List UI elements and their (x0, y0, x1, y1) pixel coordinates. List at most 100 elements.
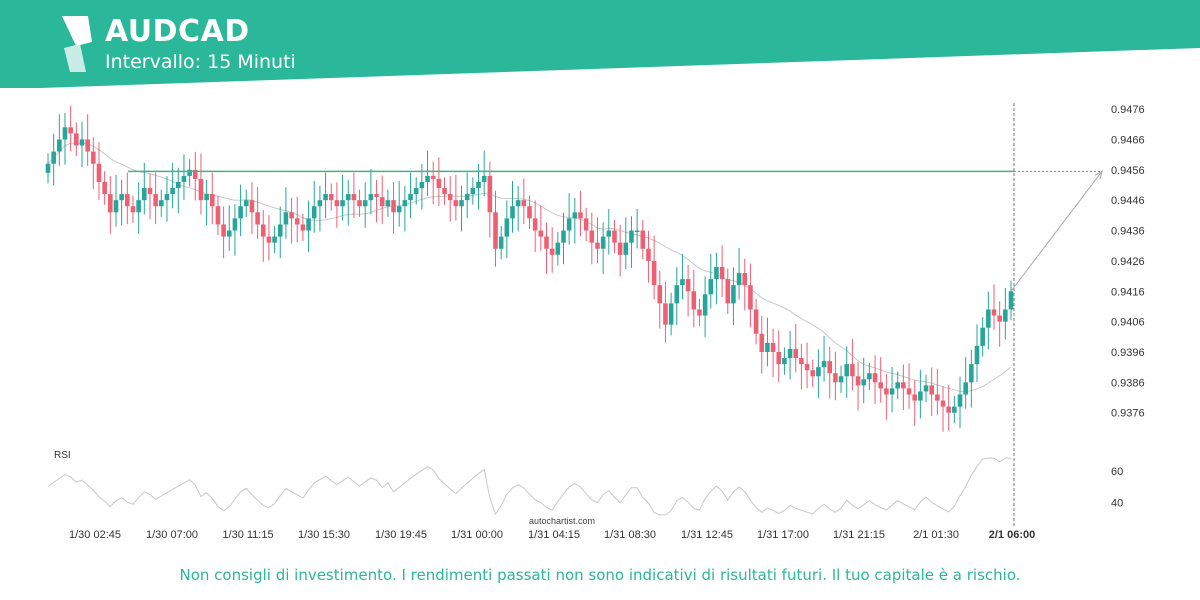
candle-body (952, 406, 957, 413)
candle-body (391, 200, 396, 213)
candle-body (158, 200, 164, 207)
candle-body (204, 194, 209, 201)
candle-body (861, 379, 867, 386)
candle-body (946, 406, 951, 413)
candle-body (209, 194, 215, 207)
candle-body (935, 394, 940, 401)
candle-body (906, 388, 912, 395)
candle-body (328, 194, 334, 201)
candle-body (804, 364, 810, 371)
rsi-label: RSI (54, 450, 71, 461)
candle-body (334, 200, 340, 207)
candle-body (459, 200, 464, 207)
candle-body (742, 273, 748, 286)
candle-body (827, 361, 833, 374)
candle-body (884, 388, 889, 395)
candle-body (889, 388, 895, 395)
x-tick-label: 1/31 17:00 (757, 529, 809, 541)
x-tick-label: 1/30 02:45 (69, 529, 121, 541)
autochartist-logo-icon (62, 16, 92, 72)
candle-body (725, 279, 731, 304)
candle-body (833, 373, 838, 383)
candle-body (215, 206, 221, 225)
candle-body (283, 212, 289, 225)
candle-body (442, 188, 447, 195)
candle-body (374, 194, 379, 198)
candle-body (493, 212, 498, 249)
candle-body (651, 260, 657, 286)
candle-body (606, 230, 612, 237)
moving-average-line (47, 142, 1012, 393)
candle-body (612, 230, 617, 243)
candle-body (130, 206, 136, 213)
candle-body (600, 236, 606, 249)
candle-body (91, 151, 96, 164)
candle-body (986, 309, 991, 328)
y-tick-label: 0.9436 (1111, 226, 1145, 238)
candle-body (515, 200, 521, 207)
candle-body (289, 212, 294, 219)
y-tick-label: 0.9476 (1111, 104, 1145, 116)
candle-body (198, 178, 204, 201)
candle-body (68, 127, 73, 134)
candle-body (464, 194, 470, 201)
candle-body (810, 370, 816, 377)
candle-body (929, 385, 934, 395)
candle-body (470, 188, 476, 195)
candle-body (317, 200, 323, 207)
candle-body (294, 218, 300, 225)
candle-body (957, 394, 963, 407)
candle-body (300, 224, 306, 231)
candle-body (396, 206, 402, 213)
candle-body (425, 175, 430, 182)
candle-body (714, 266, 719, 280)
candle-body (589, 230, 595, 243)
candle-body (595, 242, 600, 249)
candle-body (532, 218, 538, 231)
candle-body (119, 194, 124, 201)
candle-body (555, 242, 561, 255)
candle-body (487, 175, 493, 213)
candle-body (770, 342, 776, 352)
candle-body (74, 133, 79, 146)
candle-body (538, 230, 544, 237)
candle-body (379, 197, 385, 207)
candle-body (731, 285, 736, 304)
candle-body (226, 230, 232, 237)
candle-body (147, 188, 153, 195)
candle-body (617, 242, 623, 255)
candle-body (572, 212, 578, 219)
candle-body (923, 385, 929, 392)
candle-body (657, 285, 663, 304)
x-tick-label: 1/31 04:15 (528, 529, 580, 541)
x-tick-label: 1/30 19:45 (375, 529, 427, 541)
candle-body (102, 181, 107, 195)
candle-body (306, 218, 311, 231)
candle-body (799, 358, 804, 365)
candle-body (510, 206, 515, 219)
candle-body (878, 382, 884, 389)
candle-body (181, 175, 187, 182)
x-tick-label: 1/30 11:15 (222, 529, 273, 541)
candle-body (476, 181, 481, 189)
candle-body (357, 200, 362, 207)
page-title: AUDCAD (105, 14, 250, 49)
candle-body (96, 163, 102, 182)
candle-body (674, 285, 680, 304)
candle-body (736, 273, 742, 286)
candle-body (719, 266, 725, 280)
candle-body (153, 194, 158, 207)
candle-body (566, 218, 572, 231)
candle-body (821, 361, 827, 368)
candle-body (51, 151, 56, 164)
candle-body (748, 285, 753, 310)
candle-body (997, 315, 1002, 322)
y-axis: 0.9476 0.9466 0.9456 0.9446 0.9436 0.9426 0.94… (1111, 104, 1145, 420)
y-tick-label: 0.9446 (1111, 195, 1145, 207)
candle-body (691, 291, 697, 310)
candle-body (549, 248, 555, 255)
candle-body (980, 327, 985, 346)
candle-body (680, 279, 685, 286)
candle-body (974, 345, 980, 365)
y-tick-label: 0.9386 (1111, 377, 1145, 389)
